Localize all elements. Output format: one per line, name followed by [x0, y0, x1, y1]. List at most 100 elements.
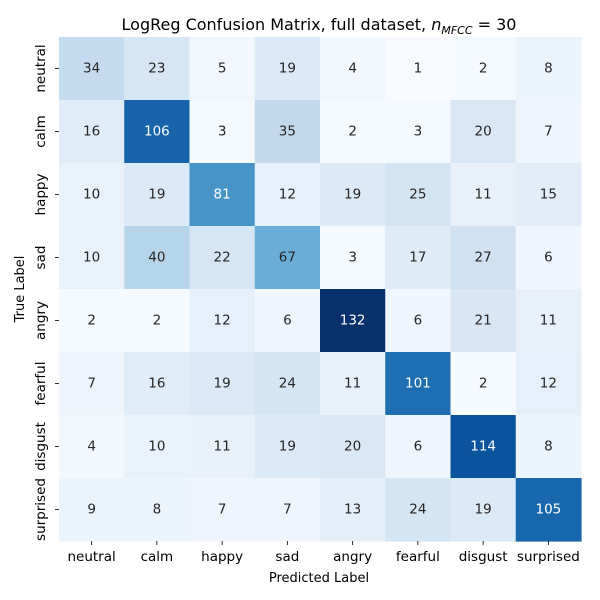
- heatmap-cell-r3-c7: [515, 226, 582, 290]
- heatmap-cell-r0-c7: [515, 37, 582, 101]
- heatmap-cell-r6-c1: [124, 415, 191, 479]
- cell-value-r5-c3: 24: [279, 376, 296, 392]
- heatmap-cell-r7-c4: [320, 478, 386, 542]
- heatmap-cell-r1-c2: [189, 100, 256, 164]
- cell-value-r2-c6: 11: [475, 187, 492, 203]
- y-tick-label-fearful: fearful: [33, 362, 49, 406]
- x-tick-label-fearful: fearful: [396, 549, 440, 565]
- cell-value-r6-c7: 8: [544, 439, 553, 455]
- x-tick-label-sad: sad: [275, 549, 299, 565]
- cell-value-r4-c4: 132: [340, 313, 366, 329]
- y-tick-label-neutral: neutral: [33, 44, 49, 92]
- heatmap-cells: [59, 37, 582, 542]
- heatmap-cell-r5-c6: [450, 352, 517, 416]
- heatmap-cell-r0-c0: [59, 37, 125, 101]
- cell-value-r1-c0: 16: [83, 124, 100, 140]
- heatmap-cell-r5-c3: [254, 352, 321, 416]
- cell-value-r7-c0: 9: [87, 502, 96, 518]
- heatmap-cell-r7-c3: [254, 478, 321, 542]
- heatmap-cell-r1-c5: [385, 100, 452, 164]
- x-tick-label-disgust: disgust: [459, 549, 508, 565]
- cell-value-r1-c1: 106: [144, 124, 170, 140]
- cell-value-r3-c0: 10: [83, 250, 100, 266]
- heatmap-cell-r2-c6: [450, 163, 517, 227]
- chart-title-math-sub: MFCC: [441, 24, 472, 37]
- cell-value-r5-c7: 12: [540, 376, 557, 392]
- cell-value-r7-c2: 7: [218, 502, 227, 518]
- heatmap-cell-r1-c1: [124, 100, 191, 164]
- x-tick-label-happy: happy: [201, 549, 243, 565]
- cell-value-r1-c5: 3: [414, 124, 423, 140]
- heatmap-cell-r3-c5: [385, 226, 452, 290]
- heatmap-cell-r6-c3: [254, 415, 321, 479]
- x-tick-labels: neutral calm happy sad angry fearful disgust su…: [67, 541, 580, 565]
- cell-value-r3-c1: 40: [148, 250, 165, 266]
- cell-value-r7-c3: 7: [283, 502, 292, 518]
- heatmap-cell-r3-c4: [320, 226, 386, 290]
- heatmap-cell-r4-c6: [450, 289, 517, 353]
- heatmap-cell-r1-c7: [515, 100, 582, 164]
- cell-value-r2-c4: 19: [344, 187, 361, 203]
- heatmap-cell-r2-c3: [254, 163, 321, 227]
- heatmap-cell-r2-c4: [320, 163, 386, 227]
- heatmap-cell-r3-c3: [254, 226, 321, 290]
- cell-value-r7-c7: 105: [535, 502, 561, 518]
- cell-value-r6-c4: 20: [344, 439, 361, 455]
- cell-value-r0-c2: 5: [218, 61, 227, 77]
- y-tick-label-angry: angry: [33, 301, 49, 340]
- cell-value-r0-c0: 34: [83, 61, 100, 77]
- heatmap-cell-r0-c4: [320, 37, 386, 101]
- heatmap-cell-r4-c3: [254, 289, 321, 353]
- cell-value-r6-c6: 114: [470, 439, 496, 455]
- cell-value-r4-c1: 2: [153, 313, 162, 329]
- cell-value-r1-c2: 3: [218, 124, 227, 140]
- y-tick-label-sad: sad: [33, 246, 49, 270]
- heatmap-cell-r2-c0: [59, 163, 125, 227]
- cell-value-r1-c7: 7: [544, 124, 553, 140]
- heatmap-cell-r7-c2: [189, 478, 256, 542]
- cell-value-r1-c4: 2: [348, 124, 357, 140]
- cell-value-r5-c5: 101: [405, 376, 431, 392]
- cell-value-r7-c4: 13: [344, 502, 361, 518]
- heatmap-cell-r1-c6: [450, 100, 517, 164]
- cell-value-r3-c3: 67: [279, 250, 296, 266]
- cell-value-r4-c6: 21: [475, 313, 492, 329]
- heatmap-cell-r4-c2: [189, 289, 256, 353]
- cell-value-r0-c6: 2: [479, 61, 488, 77]
- heatmap-cell-r1-c0: [59, 100, 125, 164]
- cell-value-r5-c0: 7: [87, 376, 96, 392]
- y-tick-label-disgust: disgust: [33, 422, 49, 471]
- cell-value-r3-c7: 6: [544, 250, 553, 266]
- cell-value-r5-c1: 16: [148, 376, 165, 392]
- cell-value-r5-c6: 2: [479, 376, 488, 392]
- y-axis-label: True Label: [13, 256, 28, 324]
- cell-value-r2-c5: 25: [409, 187, 426, 203]
- chart-title-math-eq: = 30: [473, 15, 517, 34]
- heatmap-cell-r4-c4: [320, 289, 386, 353]
- heatmap-cell-r3-c0: [59, 226, 125, 290]
- cell-value-r4-c5: 6: [414, 313, 423, 329]
- cell-value-r4-c0: 2: [87, 313, 96, 329]
- cell-value-r1-c6: 20: [475, 124, 492, 140]
- x-tick-label-calm: calm: [141, 549, 174, 565]
- heatmap-cell-r2-c2: [189, 163, 256, 227]
- y-tick-label-surprised: surprised: [33, 478, 49, 541]
- y-tick-label-happy: happy: [33, 174, 49, 216]
- heatmap-cell-r6-c7: [515, 415, 582, 479]
- cell-value-r5-c4: 11: [344, 376, 361, 392]
- heatmap-cell-r2-c1: [124, 163, 191, 227]
- y-tick-label-calm: calm: [33, 115, 49, 148]
- cell-value-r3-c2: 22: [214, 250, 231, 266]
- cell-value-r3-c6: 27: [475, 250, 492, 266]
- heatmap-cell-r6-c5: [385, 415, 452, 479]
- x-tick-label-neutral: neutral: [67, 549, 115, 565]
- heatmap-cell-r5-c5: [385, 352, 452, 416]
- heatmap-cell-r6-c2: [189, 415, 256, 479]
- heatmap-cell-r2-c5: [385, 163, 452, 227]
- heatmap-cell-r6-c4: [320, 415, 386, 479]
- cell-value-r2-c3: 12: [279, 187, 296, 203]
- y-tick-labels: neutral calm happy sad angry fearful disgust su…: [33, 44, 59, 541]
- heatmap-cell-r0-c6: [450, 37, 517, 101]
- cell-value-r4-c3: 6: [283, 313, 292, 329]
